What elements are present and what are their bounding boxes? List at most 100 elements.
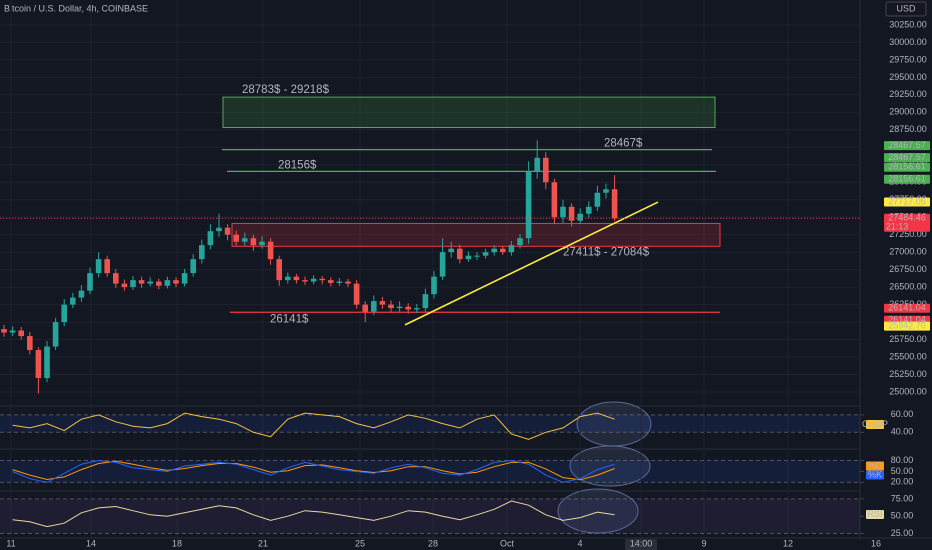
candle-body — [52, 322, 59, 347]
x-tick-label: 14 — [86, 538, 96, 548]
candle-body — [35, 350, 42, 379]
pane-tick-label: 50.00 — [891, 466, 914, 476]
price-tag — [884, 213, 930, 232]
legend-tag — [866, 420, 884, 429]
candle-body — [551, 182, 558, 218]
candle-body — [448, 248, 454, 253]
y-tick-label: 30000.00 — [889, 37, 927, 47]
price-tag — [884, 141, 930, 151]
candle-body — [525, 171, 532, 239]
pane-band — [0, 498, 860, 534]
candle-body — [577, 213, 583, 221]
candle-body — [371, 301, 377, 312]
indicator-line — [12, 412, 615, 440]
candle-body — [396, 306, 403, 309]
x-tick-label: 12 — [783, 538, 793, 548]
candle-body — [517, 238, 523, 246]
candle-body — [405, 306, 411, 310]
zone-label: 28783$ - 29218$ — [242, 84, 330, 96]
candle-body — [276, 259, 282, 281]
candle-body — [113, 273, 119, 284]
zone-label: 27411$ - 27084$ — [563, 246, 650, 258]
price-tag-label: 27484.46 — [888, 213, 926, 223]
candle-body — [233, 234, 239, 242]
price-tag — [884, 174, 930, 184]
y-tick-label: 29000.00 — [889, 107, 927, 117]
indicator-line — [12, 500, 615, 528]
candle-body — [603, 189, 609, 193]
candle-body — [9, 330, 16, 333]
symbol-title: Bitcoin / U.S. Dollar, 4h, COINBASE — [4, 3, 148, 13]
y-tick-label: 29250.00 — [889, 89, 927, 99]
candle-body — [560, 206, 566, 218]
candle-body — [267, 241, 274, 260]
price-tag-label: 28467.57 — [888, 152, 926, 162]
candle-body — [353, 283, 360, 305]
y-tick-label: 25500.00 — [889, 351, 927, 361]
candle-body — [207, 231, 214, 246]
candle-body — [345, 281, 351, 284]
candle-body — [224, 227, 231, 235]
candle-body — [500, 248, 506, 253]
candle-body — [164, 280, 171, 286]
y-tick-label: 25250.00 — [889, 369, 927, 379]
price-tag-label: 28156.61 — [888, 162, 926, 172]
pane-tick-label: 60.00 — [891, 409, 914, 419]
candle-body — [482, 252, 489, 256]
currency-button[interactable] — [885, 1, 927, 17]
level-label: 28467$ — [604, 138, 643, 150]
candle-body — [388, 304, 394, 309]
legend-tag — [866, 470, 884, 480]
x-tick-label: 11 — [6, 538, 15, 548]
x-tick-label: 14:00 — [630, 538, 653, 548]
pane-tick-label: 40.00 — [891, 427, 914, 437]
candle-body — [121, 283, 128, 288]
y-tick-label: 29500.00 — [889, 72, 927, 82]
highlight-circle — [557, 488, 639, 534]
candle-body — [568, 206, 575, 221]
pane-tick-label: 20.00 — [891, 477, 914, 487]
candle-body — [259, 241, 265, 246]
candle-body — [293, 276, 300, 281]
price-tag — [884, 162, 930, 172]
candle-body — [18, 330, 24, 337]
legend-label: %D — [868, 460, 883, 470]
currency-label[interactable]: USD — [896, 3, 916, 13]
y-tick-label: 28750.00 — [889, 124, 927, 134]
price-tag-label: 26141.04 — [888, 315, 926, 325]
candle-body — [439, 252, 446, 277]
legend-tag — [866, 461, 884, 471]
level-label: 26141$ — [270, 313, 309, 325]
candle-body — [465, 255, 472, 260]
candle-body — [44, 346, 50, 379]
candle-body — [78, 290, 85, 298]
candle-body — [156, 281, 162, 286]
trendline — [404, 201, 659, 326]
x-tick-label: 25 — [355, 538, 365, 548]
pane-band — [0, 460, 860, 483]
y-tick-label: 27250.00 — [889, 229, 927, 239]
indicator-line — [12, 459, 615, 483]
candle-body — [594, 192, 601, 207]
pane-tick-label: 80.00 — [891, 455, 914, 465]
candle-body — [328, 280, 334, 283]
candle-body — [95, 259, 102, 274]
candle-body — [104, 259, 110, 274]
price-tag-label: 26141.04 — [888, 303, 926, 313]
price-tag-countdown: 21:13 — [886, 222, 909, 232]
candle-body — [285, 276, 291, 281]
price-tag — [884, 153, 930, 163]
candle-body — [302, 280, 308, 282]
pane-tick-label: 50.00 — [891, 511, 914, 521]
candle-body — [431, 276, 437, 295]
candle-body — [543, 157, 549, 183]
candle-body — [414, 308, 420, 310]
x-tick-label: 28 — [428, 538, 438, 548]
candle-body — [422, 294, 429, 309]
y-tick-label: 30250.00 — [889, 19, 927, 29]
candle-body — [190, 259, 196, 274]
candle-body — [336, 281, 343, 283]
y-tick-label: 26750.00 — [889, 264, 927, 274]
